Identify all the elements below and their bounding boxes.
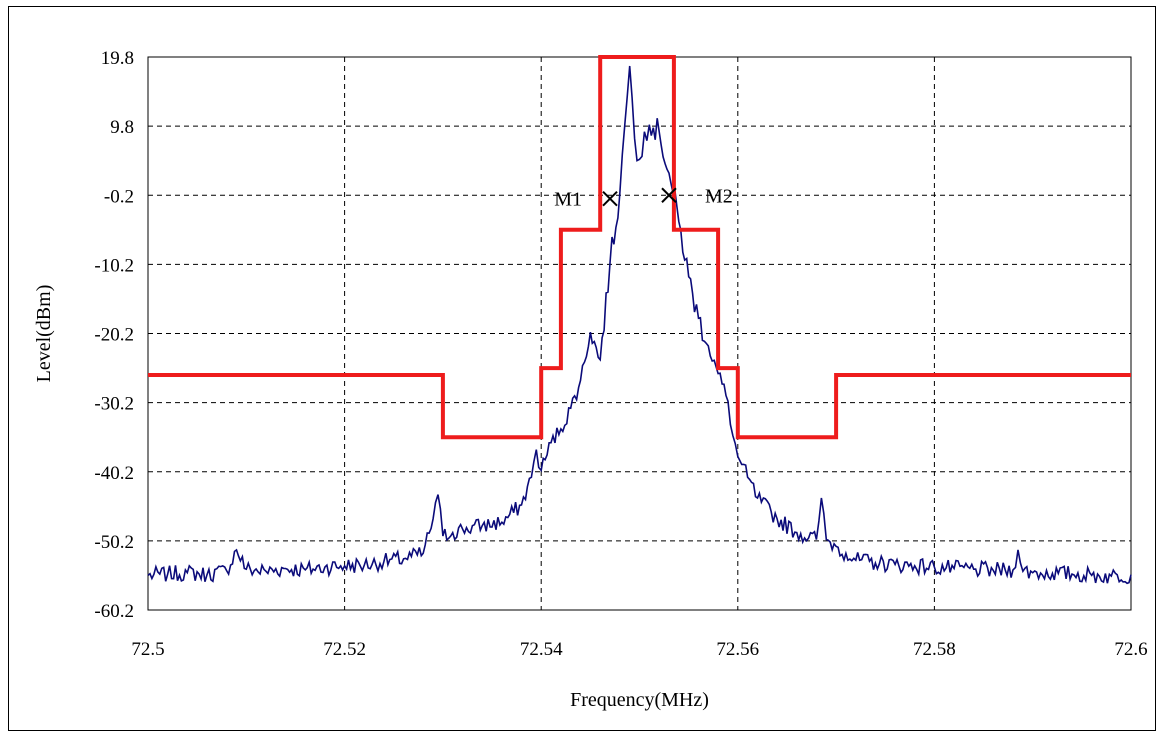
y-tick-label: -40.2 xyxy=(94,463,134,484)
marker-label: M1 xyxy=(554,189,582,211)
mask-limit-line xyxy=(148,55,1131,440)
y-tick-label: -30.2 xyxy=(94,394,134,415)
y-axis-title: Level(dBm) xyxy=(33,285,55,383)
markers-group: M1 M2 xyxy=(554,185,733,210)
series-group xyxy=(147,55,1132,585)
y-tick-label: -60.2 xyxy=(94,601,134,622)
y-tick-labels: 19.8 9.8 -0.2 -10.2 -20.2 -30.2 -40.2 -50.2 -60.… xyxy=(94,48,134,622)
y-tick-label: -20.2 xyxy=(94,325,134,346)
x-tick-label: 72.54 xyxy=(520,639,563,660)
x-axis-title: Frequency(MHz) xyxy=(570,689,709,711)
grid xyxy=(148,57,1131,610)
marker-label: M2 xyxy=(705,185,733,207)
y-tick-label: 19.8 xyxy=(101,48,134,69)
x-tick-label: 72.52 xyxy=(323,639,366,660)
x-tick-label: 72.5 xyxy=(131,639,164,660)
y-tick-label: 9.8 xyxy=(110,117,134,138)
x-tick-labels: 72.5 72.52 72.54 72.56 72.58 72.6 xyxy=(131,639,1147,660)
marker-m2: M2 xyxy=(661,185,733,207)
x-tick-label: 72.56 xyxy=(716,639,759,660)
y-tick-label: -10.2 xyxy=(94,255,134,276)
x-tick-label: 72.6 xyxy=(1114,639,1147,660)
y-tick-label: -50.2 xyxy=(94,532,134,553)
spectrum-trace xyxy=(147,65,1132,585)
x-tick-label: 72.58 xyxy=(913,639,956,660)
marker-m1: M1 xyxy=(554,189,618,211)
y-tick-label: -0.2 xyxy=(104,186,134,207)
